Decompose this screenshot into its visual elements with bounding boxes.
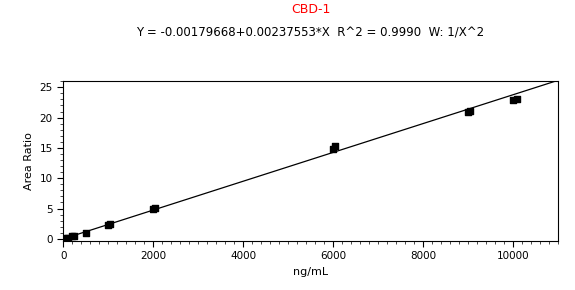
Point <box>331 144 340 149</box>
Text: CBD-1: CBD-1 <box>291 3 330 16</box>
Point <box>328 147 338 152</box>
Text: Y = -0.00179668+0.00237553*X  R^2 = 0.9990  W: 1/X^2: Y = -0.00179668+0.00237553*X R^2 = 0.999… <box>136 26 485 39</box>
Point <box>513 97 522 101</box>
Point <box>148 206 158 211</box>
Point <box>106 221 115 226</box>
Point <box>63 235 72 240</box>
X-axis label: ng/mL: ng/mL <box>293 267 328 277</box>
Point <box>61 236 70 241</box>
Point <box>508 98 518 103</box>
Point <box>104 222 113 227</box>
Point <box>151 206 160 211</box>
Point <box>466 108 475 113</box>
Point <box>70 233 79 238</box>
Y-axis label: Area Ratio: Area Ratio <box>24 132 34 190</box>
Point <box>81 231 90 235</box>
Point <box>463 110 473 114</box>
Point <box>68 234 77 238</box>
